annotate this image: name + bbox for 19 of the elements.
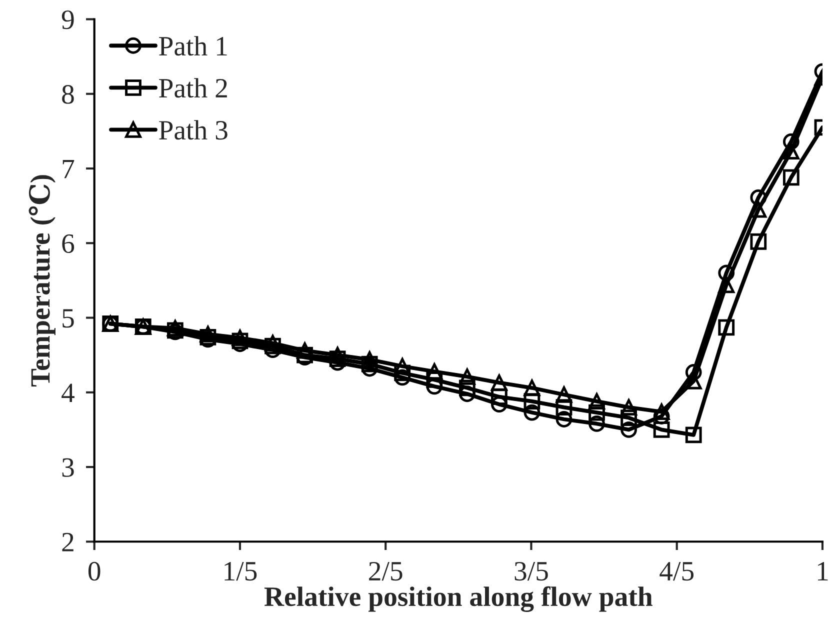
y-tick-label: 2 (62, 532, 74, 552)
x-tick-label: 1/5 (224, 562, 257, 581)
legend-label: Path 1 (159, 36, 227, 56)
legend-label: Path 3 (159, 120, 228, 140)
x-tick-label: 0 (88, 562, 100, 581)
y-tick-label: 3 (62, 458, 74, 477)
y-tick-label: 8 (62, 85, 74, 104)
y-tick-label: 5 (62, 309, 74, 328)
y-tick-label: 4 (62, 384, 74, 402)
y-tick-label: 6 (62, 234, 74, 254)
y-axis-title: Temperature (℃) (28, 175, 56, 387)
x-axis-title: Relative position along flow path (264, 586, 652, 612)
y-tick-label: 9 (62, 10, 74, 30)
x-tick-label: 2/5 (369, 562, 402, 581)
y-tick-label: 7 (62, 160, 74, 178)
x-tick-label: 1 (818, 562, 828, 580)
x-tick-label: 3/5 (514, 562, 548, 581)
x-tick-label: 4/5 (660, 562, 694, 581)
legend-label: Path 2 (159, 78, 227, 98)
